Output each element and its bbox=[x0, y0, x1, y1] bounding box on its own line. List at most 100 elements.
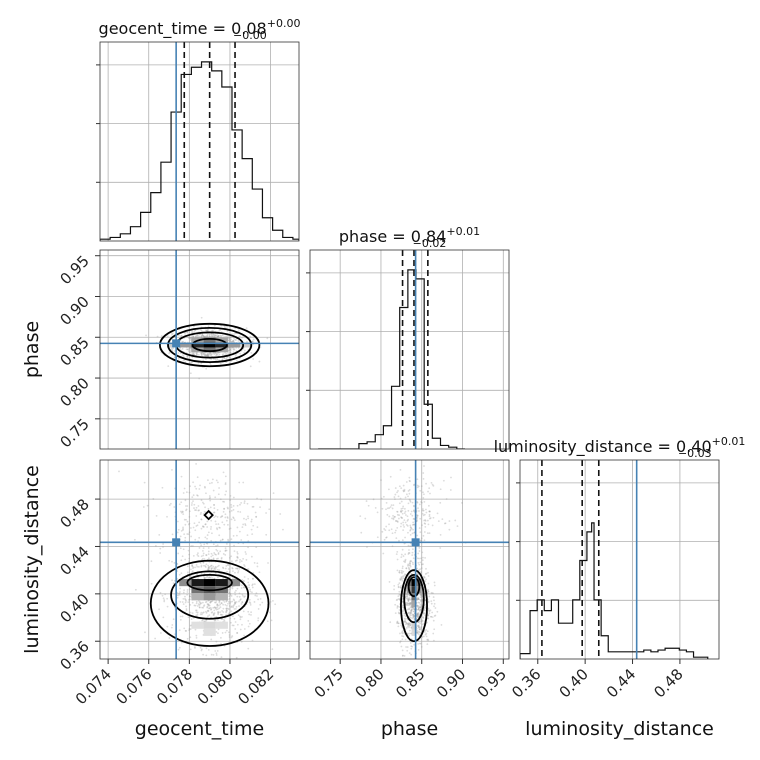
scatter-point bbox=[162, 597, 165, 600]
scatter-point bbox=[200, 352, 203, 355]
scatter-point bbox=[399, 640, 402, 643]
scatter-point bbox=[221, 614, 224, 616]
scatter-point bbox=[386, 507, 389, 510]
scatter-point bbox=[231, 587, 234, 590]
scatter-point bbox=[409, 613, 411, 616]
density-cell bbox=[411, 628, 417, 636]
scatter-point bbox=[240, 640, 243, 643]
scatter-point bbox=[408, 479, 411, 482]
scatter-point bbox=[413, 610, 416, 613]
scatter-point bbox=[423, 606, 426, 609]
scatter-point bbox=[418, 631, 421, 634]
scatter-point bbox=[416, 598, 419, 601]
scatter-point bbox=[382, 552, 385, 555]
scatter-point bbox=[413, 531, 416, 534]
scatter-point bbox=[187, 616, 190, 619]
scatter-point bbox=[188, 491, 191, 494]
scatter-point bbox=[425, 572, 428, 575]
scatter-point bbox=[195, 609, 198, 612]
scatter-point bbox=[223, 508, 226, 510]
scatter-point bbox=[189, 624, 192, 627]
scatter-point bbox=[227, 540, 230, 542]
scatter-point bbox=[409, 602, 412, 604]
scatter-point bbox=[416, 612, 419, 615]
scatter-point bbox=[197, 505, 200, 507]
scatter-point bbox=[403, 526, 405, 528]
scatter-point bbox=[409, 526, 412, 528]
scatter-point bbox=[242, 557, 245, 560]
scatter-point bbox=[417, 608, 420, 611]
scatter-point bbox=[404, 559, 407, 562]
scatter-point bbox=[428, 510, 431, 513]
scatter-point bbox=[229, 336, 232, 339]
scatter-point bbox=[192, 494, 195, 497]
scatter-point bbox=[423, 465, 425, 467]
scatter-point bbox=[396, 550, 399, 553]
scatter-point bbox=[185, 348, 188, 351]
scatter-point bbox=[216, 604, 219, 606]
contours bbox=[159, 322, 261, 368]
scatter-point bbox=[420, 620, 422, 623]
scatter-point bbox=[200, 511, 203, 514]
scatter-point bbox=[227, 600, 230, 603]
scatter-point bbox=[417, 625, 420, 628]
scatter-point bbox=[423, 500, 426, 503]
scatter-point bbox=[416, 597, 419, 600]
scatter-point bbox=[208, 607, 210, 610]
scatter-point bbox=[418, 557, 420, 560]
hist-panel-geocent_time: geocent_time = 0.08+0.00 −0.00 bbox=[96, 17, 300, 242]
scatter-point bbox=[407, 660, 409, 662]
scatter-point bbox=[406, 646, 409, 648]
scatter-point bbox=[441, 518, 444, 521]
scatter-point bbox=[214, 352, 217, 355]
scatter-point bbox=[186, 331, 189, 334]
scatter-point bbox=[189, 485, 192, 488]
x-tick-label-luminosity_distance: 0.40 bbox=[556, 665, 592, 701]
scatter-point bbox=[395, 519, 397, 522]
scatter-point bbox=[192, 336, 195, 339]
scatter-point bbox=[430, 481, 433, 484]
scatter-point bbox=[236, 551, 239, 553]
scatter-point bbox=[207, 615, 209, 618]
scatter-point bbox=[205, 647, 208, 650]
x-tick-label-luminosity_distance: 0.48 bbox=[650, 665, 686, 701]
scatter-point bbox=[230, 340, 233, 343]
scatter-point bbox=[145, 334, 147, 337]
scatter-point bbox=[210, 526, 212, 528]
title-minus: −0.03 bbox=[678, 447, 712, 460]
scatter-point bbox=[242, 586, 245, 589]
scatter-point bbox=[418, 609, 421, 612]
scatter-point bbox=[232, 606, 234, 609]
density-cell bbox=[203, 347, 216, 353]
scatter-point bbox=[222, 603, 225, 606]
scatter-point bbox=[412, 616, 415, 619]
scatter-point bbox=[159, 552, 162, 554]
y-tick-label-phase: 0.90 bbox=[56, 293, 92, 329]
panel-title-phase: phase = 0.84+0.01 −0.02 bbox=[339, 225, 480, 250]
scatter-point bbox=[405, 622, 408, 625]
density-cell bbox=[411, 579, 417, 587]
scatter-point bbox=[407, 502, 410, 505]
x-tick-label-luminosity_distance: 0.44 bbox=[603, 665, 639, 701]
scatter-point bbox=[211, 478, 214, 481]
scatter-point bbox=[228, 597, 231, 600]
scatter-point bbox=[193, 331, 195, 333]
scatter-point bbox=[436, 610, 439, 613]
scatter-point bbox=[187, 348, 190, 351]
scatter-point bbox=[425, 578, 427, 581]
scatter-point bbox=[411, 617, 414, 620]
scatter-point bbox=[248, 613, 251, 616]
scatter-point bbox=[178, 347, 181, 349]
scatter-point bbox=[201, 619, 203, 622]
scatter-point bbox=[236, 526, 239, 529]
scatter-point bbox=[195, 634, 198, 637]
scatter-point bbox=[420, 563, 423, 566]
scatter-point bbox=[191, 564, 193, 566]
scatter-point bbox=[405, 603, 407, 606]
scatter-point bbox=[417, 608, 420, 610]
scatter-point bbox=[224, 604, 227, 606]
scatter-point bbox=[227, 631, 230, 634]
scatter-point bbox=[215, 607, 218, 609]
scatter-point bbox=[224, 335, 227, 338]
scatter-point bbox=[410, 609, 413, 612]
